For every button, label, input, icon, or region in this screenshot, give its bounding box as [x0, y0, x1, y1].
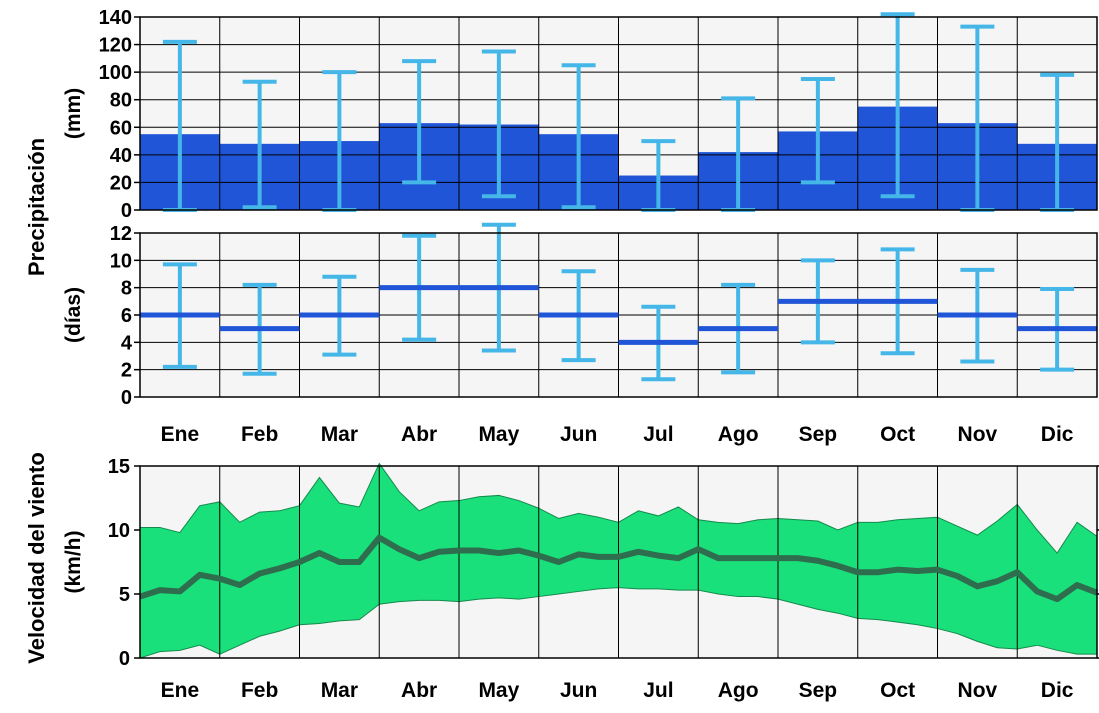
month-label-mid: Ene — [161, 423, 200, 446]
precip-days-ylabel: (días) — [62, 287, 85, 343]
wind-ytick-label: 0 — [119, 648, 130, 670]
month-label-bottom: Jul — [643, 679, 673, 702]
month-label-bottom: Ago — [718, 679, 759, 702]
month-label-mid: Abr — [401, 423, 437, 446]
precip-mm-ytick-label: 40 — [110, 145, 132, 167]
month-label-mid: Feb — [241, 423, 278, 446]
month-label-bottom: May — [478, 679, 519, 702]
month-label-bottom: Nov — [958, 679, 998, 702]
precip-days-ytick-label: 12 — [110, 223, 132, 245]
wind-mean-line — [139, 534, 1099, 603]
month-label-mid: Nov — [958, 423, 998, 446]
month-label-bottom: Oct — [880, 679, 915, 702]
precip-mm-plot-border — [139, 16, 1098, 211]
precip-mm-ytick-label: 80 — [110, 90, 132, 112]
month-label-bottom: Dic — [1041, 679, 1074, 702]
precip-mm-panel: 0 20 40 60 80 100 120 140 (mm) — [62, 7, 1098, 222]
month-label-mid: Ago — [718, 423, 759, 446]
month-label-mid: Jun — [560, 423, 597, 446]
month-label-bottom: Sep — [799, 679, 838, 702]
precip-days-ytick-label: 10 — [110, 250, 132, 272]
precip-days-ytick-label: 6 — [121, 305, 132, 327]
month-label-bottom: Feb — [241, 679, 278, 702]
month-label-mid: Jul — [643, 423, 673, 446]
precip-mm-ytick-label: 20 — [110, 172, 132, 194]
month-label-bottom: Abr — [401, 679, 437, 702]
precip-mm-ytick-label: 60 — [110, 117, 132, 139]
precip-days-plot-border — [139, 232, 1098, 398]
wind-ytick-label: 10 — [108, 520, 130, 542]
wind-plot-border — [139, 465, 1098, 659]
month-label-bottom: Mar — [321, 679, 358, 702]
precip-days-ytick-label: 2 — [121, 360, 132, 382]
month-label-mid: Oct — [880, 423, 915, 446]
precip-mm-ytick-label: 0 — [121, 200, 132, 222]
precipitation-ylabel: Precipitación — [24, 138, 49, 276]
month-label-mid: Dic — [1041, 423, 1074, 446]
precip-mm-ytick-label: 120 — [99, 35, 132, 57]
month-label-mid: Sep — [799, 423, 838, 446]
precip-days-panel: 0 2 4 6 8 10 12 (días) — [62, 222, 1098, 409]
wind-ylabel-line1: Velocidad del viento — [24, 452, 49, 664]
month-label-bottom: Ene — [161, 679, 200, 702]
precip-days-ytick-label: 8 — [121, 278, 132, 300]
wind-ylabel-line2: (km/h) — [62, 531, 85, 594]
wind-panel: 0 5 10 15 Velocidad del viento (km/h) Ene Feb Ma… — [24, 452, 1099, 702]
precip-mm-ytick-label: 100 — [99, 62, 132, 84]
precip-mm-ytick-label: 140 — [99, 7, 132, 29]
wind-ytick-label: 15 — [108, 456, 130, 478]
precip-mm-ylabel: (mm) — [62, 88, 85, 139]
precip-days-ytick-label: 0 — [121, 387, 132, 409]
month-label-mid: May — [478, 423, 519, 446]
wind-ytick-label: 5 — [119, 584, 130, 606]
month-label-bottom: Jun — [560, 679, 597, 702]
month-label-mid: Mar — [321, 423, 358, 446]
precip-days-ytick-label: 4 — [121, 332, 133, 354]
